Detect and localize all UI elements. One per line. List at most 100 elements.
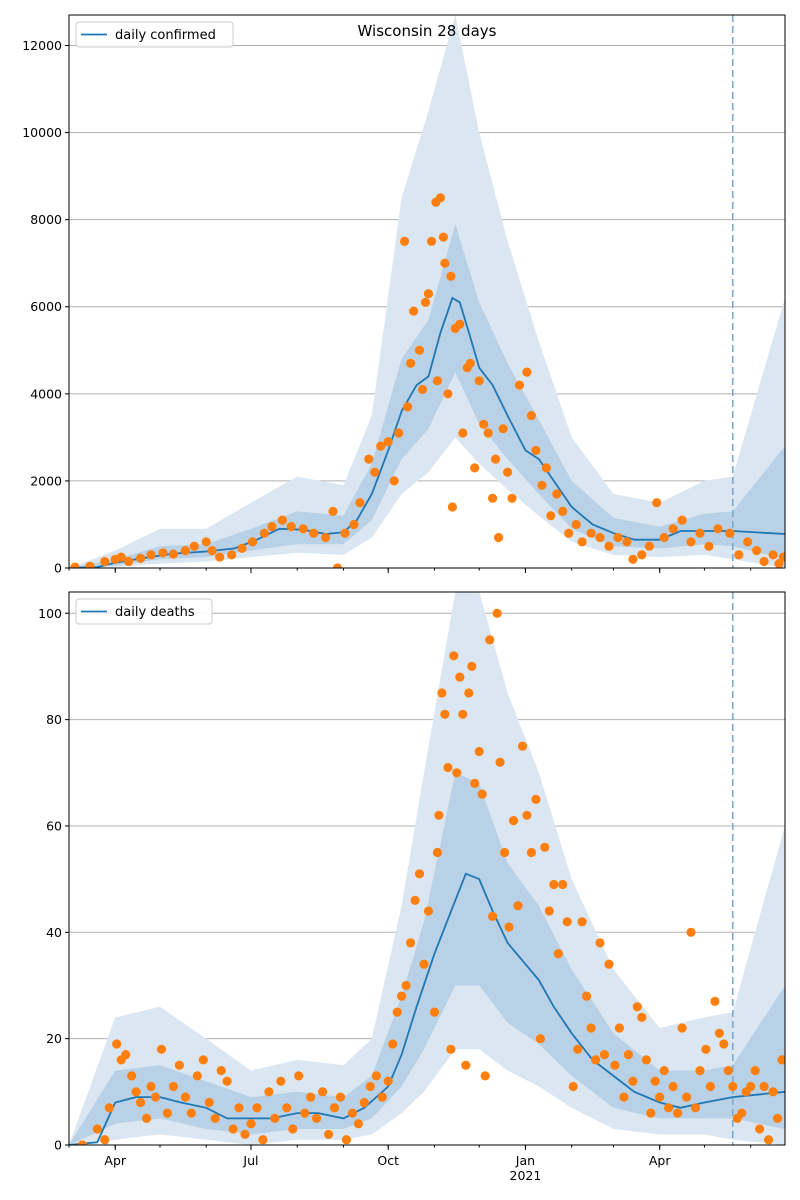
data-point (423, 289, 434, 299)
data-point (198, 1055, 208, 1065)
data-point (507, 493, 517, 503)
data-point (508, 816, 519, 826)
y-tick-label: 10000 (22, 125, 62, 140)
data-point (655, 1092, 665, 1102)
data-point (772, 1113, 783, 1123)
data-point (77, 1140, 87, 1145)
data-point (414, 869, 425, 879)
data-point (623, 1050, 634, 1060)
data-point (713, 524, 723, 534)
y-axis: 0 20 40 60 80 100 (38, 606, 69, 1153)
chart-title: Wisconsin 28 days (358, 22, 497, 40)
data-point (604, 541, 614, 551)
data-point (517, 741, 528, 751)
data-point (619, 1092, 629, 1102)
y-tick-label: 20 (46, 1031, 62, 1046)
data-point (541, 463, 551, 473)
data-point (443, 762, 453, 773)
data-point (514, 380, 525, 390)
data-point (628, 1076, 638, 1086)
data-point (470, 778, 480, 789)
data-point (403, 402, 413, 412)
data-point (321, 532, 331, 543)
data-point (401, 980, 411, 991)
data-point (774, 559, 784, 568)
data-point (690, 1103, 701, 1113)
data-point (210, 1113, 220, 1123)
data-point (383, 1076, 393, 1086)
y-tick-label: 80 (46, 712, 62, 727)
data-point (477, 789, 487, 799)
data-point (240, 1129, 250, 1139)
data-point (207, 546, 217, 556)
data-point (465, 358, 475, 368)
data-point (553, 949, 563, 959)
y-axis: 0 2000 4000 6000 8000 10000 12000 (22, 38, 69, 576)
data-point (764, 1135, 774, 1145)
data-point (389, 476, 399, 486)
data-point (488, 493, 498, 503)
data-point (458, 428, 468, 438)
data-point (192, 1071, 202, 1081)
data-point (622, 537, 632, 547)
data-point (397, 991, 407, 1001)
data-point (286, 522, 296, 532)
data-point (686, 537, 696, 547)
data-point (704, 541, 714, 551)
data-point (370, 467, 380, 477)
data-point (734, 550, 744, 560)
data-point (571, 519, 581, 530)
data-point (186, 1108, 196, 1118)
data-point (586, 1023, 596, 1033)
data-point (494, 532, 504, 543)
data-point (112, 1039, 122, 1049)
data-point (455, 672, 465, 682)
data-point (371, 1071, 381, 1081)
data-point (641, 1055, 651, 1065)
data-point (701, 1044, 711, 1054)
y-tick-label: 4000 (30, 386, 62, 401)
data-point (437, 688, 447, 698)
data-point (705, 1081, 716, 1092)
data-point (723, 1066, 733, 1076)
data-point (485, 635, 495, 645)
data-point (259, 528, 269, 538)
data-point (483, 428, 493, 438)
data-point (746, 1081, 756, 1092)
data-point (364, 454, 374, 464)
data-point (759, 1081, 769, 1092)
data-point (162, 1108, 172, 1118)
data-point (668, 524, 678, 534)
data-point (446, 271, 456, 281)
data-point (168, 549, 178, 559)
y-tick-label: 12000 (22, 38, 62, 53)
data-point (632, 1002, 642, 1012)
data-point (752, 546, 762, 556)
data-point (577, 537, 587, 547)
data-point (419, 959, 429, 969)
data-point (288, 1124, 298, 1134)
data-point (686, 927, 696, 937)
data-point (353, 1119, 363, 1129)
data-point (467, 661, 477, 672)
data-point (264, 1087, 274, 1097)
data-point (531, 794, 541, 805)
data-point (455, 319, 465, 329)
data-point (335, 1092, 346, 1102)
data-point (577, 917, 587, 927)
data-point (573, 1044, 583, 1054)
data-point (768, 550, 778, 560)
data-point (470, 463, 480, 473)
data-point (222, 1076, 232, 1086)
data-point (146, 550, 156, 560)
data-point (410, 895, 420, 906)
data-point (498, 424, 508, 434)
data-point (318, 1087, 328, 1097)
data-point (461, 1060, 471, 1070)
data-point (491, 454, 501, 464)
data-point (294, 1071, 304, 1081)
data-point (586, 528, 596, 538)
data-point (298, 524, 308, 534)
data-point (440, 709, 450, 719)
data-point (613, 532, 623, 543)
